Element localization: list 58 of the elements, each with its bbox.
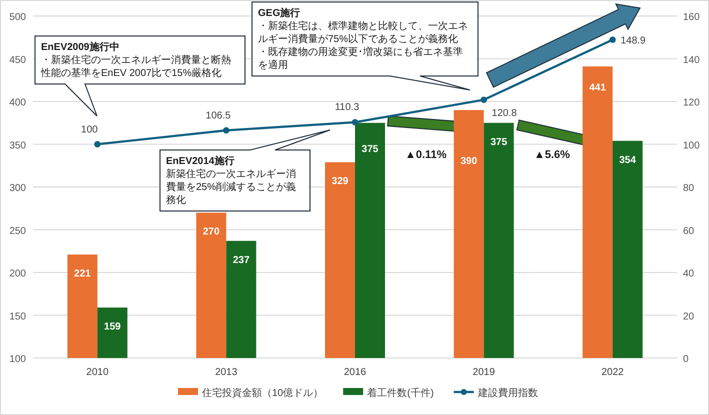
legend-item: 着工件数(千件) bbox=[343, 388, 434, 399]
annotation: 新築住宅の一次エネルギー消費量を25%削減することが義務化 bbox=[166, 168, 296, 206]
data-label: 120.8 bbox=[492, 108, 518, 119]
y2-tick-label: 100 bbox=[683, 140, 700, 152]
annotation: ・新築住宅は、標準建物と比較して、一次エネルギー消費量が75%以下であることが義務化 bbox=[258, 20, 468, 45]
x-tick-label: 2013 bbox=[215, 367, 238, 378]
data-label: 375 bbox=[490, 136, 508, 148]
y-tick-label: 350 bbox=[9, 140, 26, 152]
data-label: 148.9 bbox=[620, 36, 646, 47]
annotation: EnEV2009施行中 bbox=[41, 41, 120, 53]
data-label: 329 bbox=[332, 176, 349, 188]
data-label: 354 bbox=[619, 154, 636, 166]
y2-tick-label: 40 bbox=[683, 268, 695, 280]
y-tick-label: 500 bbox=[9, 12, 26, 23]
point bbox=[352, 119, 358, 126]
point bbox=[223, 127, 230, 134]
data-label: 159 bbox=[104, 322, 122, 333]
x-tick-label: 2016 bbox=[344, 367, 367, 378]
y2-tick-label: 140 bbox=[683, 54, 700, 66]
y2-tick-label: 160 bbox=[683, 12, 700, 23]
y2-tick-label: 80 bbox=[683, 183, 695, 194]
y-tick-label: 200 bbox=[9, 268, 26, 280]
y2-tick-label: 60 bbox=[683, 226, 695, 237]
data-label: 110.3 bbox=[334, 102, 360, 114]
legend-label: 建設費用指数 bbox=[476, 387, 538, 399]
legend-item: 住宅投資金額（10億ドル） bbox=[178, 388, 324, 399]
y-tick-label: 450 bbox=[9, 54, 26, 66]
data-label: 375 bbox=[362, 144, 379, 155]
annotation: EnEV2014施行 bbox=[166, 155, 234, 167]
annotation: ▲5.6% bbox=[534, 149, 570, 161]
data-label: 106.5 bbox=[206, 110, 232, 122]
data-label: 441 bbox=[589, 82, 606, 94]
annotation: ・既存建物の用途変更･増改築にも省エネ基準を適用 bbox=[258, 46, 463, 71]
data-label: 270 bbox=[202, 226, 220, 238]
annotation: GEG施行 bbox=[258, 7, 300, 19]
x-tick-label: 2010 bbox=[86, 367, 109, 378]
legend-label: 住宅投資金額（10億ドル） bbox=[202, 387, 324, 399]
data-label: 100 bbox=[81, 124, 98, 136]
y-tick-label: 250 bbox=[9, 226, 26, 237]
data-label: 221 bbox=[74, 268, 92, 280]
point bbox=[480, 96, 487, 103]
annotation: ・新築住宅の一次エネルギー消費量と断熱性能の基準をEnEV 2007比で15%厳格化 bbox=[40, 54, 231, 79]
y-tick-label: 300 bbox=[9, 183, 26, 194]
data-label: 390 bbox=[460, 156, 478, 168]
x-tick-label: 2019 bbox=[472, 367, 496, 378]
point bbox=[609, 36, 616, 43]
y2-tick-label: 0 bbox=[683, 354, 689, 365]
y-tick-label: 400 bbox=[9, 98, 26, 108]
y-tick-label: 100 bbox=[9, 354, 26, 365]
legend-item: 建設費用指数 bbox=[454, 388, 538, 399]
x-tick-label: 2022 bbox=[601, 367, 624, 378]
y2-tick-label: 120 bbox=[683, 98, 700, 108]
point bbox=[94, 141, 101, 148]
data-label: 237 bbox=[232, 254, 250, 266]
y2-tick-label: 20 bbox=[683, 311, 695, 322]
annotation: ▲0.11% bbox=[405, 149, 447, 161]
legend-label: 着工件数(千件) bbox=[367, 387, 434, 399]
y-tick-label: 150 bbox=[9, 311, 26, 322]
